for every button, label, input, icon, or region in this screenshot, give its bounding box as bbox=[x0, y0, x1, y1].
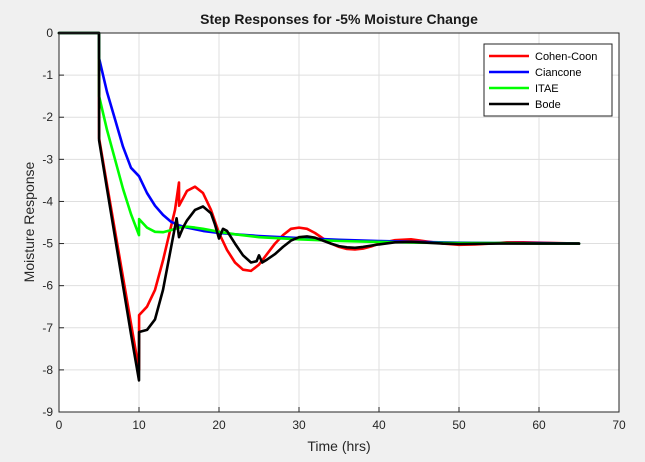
y-tick-label: -4 bbox=[42, 194, 53, 208]
x-tick-label: 30 bbox=[292, 418, 306, 432]
y-tick-label: -1 bbox=[42, 68, 53, 82]
x-tick-label: 60 bbox=[532, 418, 546, 432]
legend-label-cohen-coon: Cohen-Coon bbox=[535, 51, 597, 63]
x-axis-label: Time (hrs) bbox=[307, 438, 370, 454]
y-tick-label: -9 bbox=[42, 405, 53, 419]
legend-label-itae: ITAE bbox=[535, 83, 559, 95]
series-layer bbox=[57, 31, 581, 382]
y-axis-label: Moisture Response bbox=[21, 161, 37, 282]
y-tick-label: -5 bbox=[42, 237, 53, 251]
legend-label-ciancone: Ciancone bbox=[535, 67, 581, 79]
axes: 0 10 20 30 40 50 60 70 0 -1 -2 -3 -4 -5 -6 -7 -8 -9 bbox=[42, 26, 626, 432]
y-tick-label: -7 bbox=[42, 321, 53, 335]
x-tick-label: 0 bbox=[56, 418, 63, 432]
series-line-bode bbox=[57, 31, 581, 382]
y-tick-label: 0 bbox=[46, 26, 53, 40]
y-tick-label: -6 bbox=[42, 279, 53, 293]
x-tick-label: 20 bbox=[212, 418, 226, 432]
y-tick-label: -3 bbox=[42, 152, 53, 166]
legend: Cohen-Coon Ciancone ITAE Bode bbox=[483, 43, 613, 117]
legend-label-bode: Bode bbox=[535, 99, 561, 111]
x-tick-label: 50 bbox=[452, 418, 466, 432]
x-tick-label: 40 bbox=[372, 418, 386, 432]
y-tick-label: -2 bbox=[42, 110, 53, 124]
x-tick-label: 10 bbox=[132, 418, 146, 432]
chart-title: Step Responses for -5% Moisture Change bbox=[200, 11, 478, 27]
y-tick-label: -8 bbox=[42, 363, 53, 377]
plot-frame bbox=[58, 32, 620, 413]
x-tick-label: 70 bbox=[612, 418, 626, 432]
